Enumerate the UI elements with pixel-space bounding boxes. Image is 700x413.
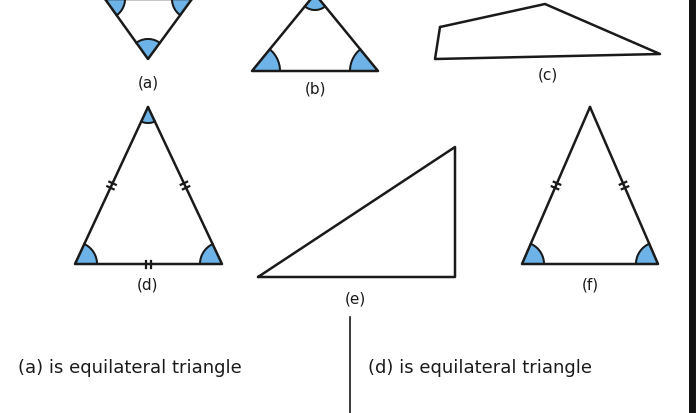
Polygon shape [141, 108, 155, 124]
Text: (e): (e) [344, 291, 365, 306]
Polygon shape [305, 0, 325, 11]
Polygon shape [522, 244, 544, 264]
Polygon shape [105, 0, 125, 16]
Polygon shape [75, 244, 97, 264]
Polygon shape [350, 50, 378, 72]
Text: (b): (b) [304, 82, 326, 97]
Polygon shape [636, 244, 658, 264]
Polygon shape [136, 40, 160, 60]
Polygon shape [172, 0, 192, 16]
Text: (d) is equilateral triangle: (d) is equilateral triangle [368, 358, 592, 376]
Text: (f): (f) [582, 277, 598, 292]
Text: (d): (d) [137, 277, 159, 292]
Polygon shape [252, 50, 280, 72]
Polygon shape [200, 244, 222, 264]
Text: (a) is equilateral triangle: (a) is equilateral triangle [18, 358, 241, 376]
Text: (c): (c) [538, 68, 558, 83]
Text: (a): (a) [137, 75, 159, 90]
